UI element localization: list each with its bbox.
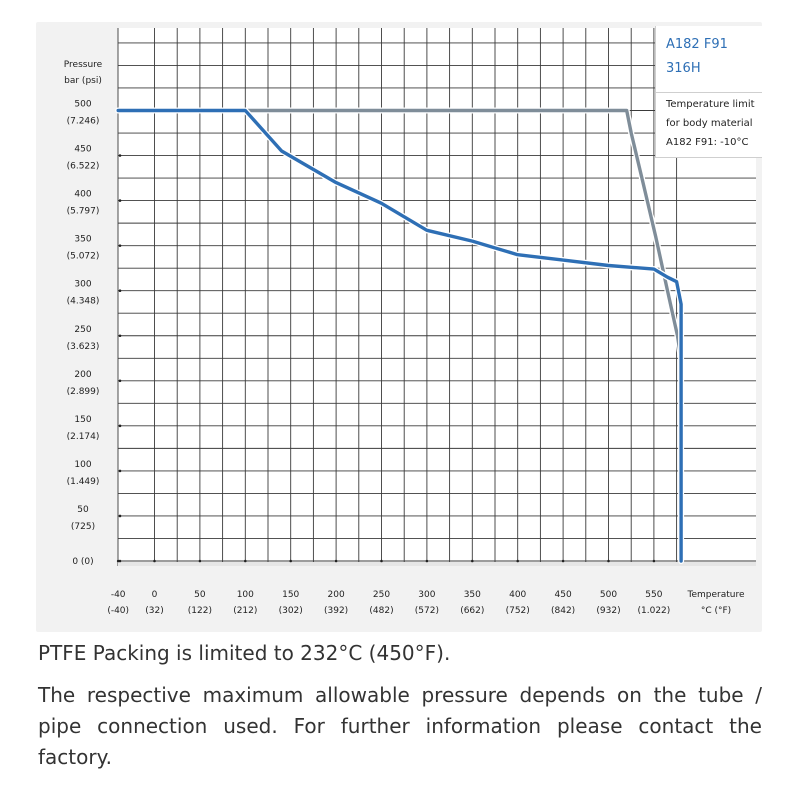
- series-line-316h: [116, 108, 683, 563]
- pressure-temperature-chart: 500(7.246)450(6.522)400(5.797)350(5.072)…: [64, 28, 756, 616]
- x-tick-mark: [471, 559, 474, 563]
- series-legend: A182 F91 316H: [655, 26, 762, 93]
- x-tick-label-f: (842): [551, 606, 575, 616]
- x-tick-label-f: (932): [596, 606, 620, 616]
- x-tick-mark: [153, 559, 156, 563]
- temperature-limit-note: Temperature limit for body material A182…: [655, 93, 762, 158]
- x-tick-mark: [289, 559, 292, 563]
- x-tick-mark: [198, 559, 202, 563]
- y-tick-mark: [118, 514, 122, 518]
- x-tick-label-f: (32): [145, 606, 163, 616]
- y-tick-label: 150: [74, 415, 91, 425]
- y-tick-label: 350: [74, 235, 91, 245]
- y-axis-title: Pressure: [64, 60, 103, 70]
- y-tick-label: 200: [74, 370, 91, 380]
- y-tick-label-psi: (6.522): [67, 162, 100, 172]
- y-tick-label-psi: (5.797): [67, 207, 100, 217]
- x-tick-label: 550: [645, 590, 662, 600]
- x-axis-unit: °C (°F): [701, 606, 731, 616]
- y-tick-label-psi: (2.899): [67, 387, 100, 397]
- plot-area: [118, 28, 756, 566]
- x-tick-label: 0: [152, 590, 158, 600]
- x-tick-mark: [244, 559, 247, 563]
- x-tick-label: 250: [373, 590, 390, 600]
- x-tick-label: 50: [194, 590, 206, 600]
- y-tick-mark: [118, 334, 122, 338]
- plot-bottom-band: [118, 562, 756, 566]
- y-axis-unit: bar (psi): [64, 76, 102, 86]
- x-tick-label-f: (1.022): [638, 606, 671, 616]
- x-tick-label-f: (572): [415, 606, 439, 616]
- pressure-info-note: The respective maximum allowable pressur…: [38, 683, 762, 769]
- y-tick-label-psi: (1.449): [67, 477, 100, 487]
- x-tick-label: 400: [509, 590, 526, 600]
- y-tick-mark: [118, 154, 122, 157]
- x-tick-label-f: (392): [324, 606, 348, 616]
- y-tick-label: 250: [74, 325, 91, 335]
- note-line-1: Temperature limit: [666, 99, 755, 110]
- x-tick-mark: [652, 559, 656, 563]
- y-tick-label: 0 (0): [72, 557, 93, 567]
- ptfe-packing-note: PTFE Packing is limited to 232°C (450°F)…: [38, 641, 451, 665]
- legend-label-316h: 316H: [666, 61, 701, 76]
- x-tick-label-f: (482): [369, 606, 393, 616]
- x-tick-label: 200: [328, 590, 345, 600]
- y-tick-label-psi: (7.246): [67, 117, 100, 127]
- x-tick-label: 350: [464, 590, 481, 600]
- x-tick-label-f: (122): [188, 606, 212, 616]
- x-tick-label-f: (-40): [107, 606, 129, 616]
- x-tick-mark: [425, 559, 429, 563]
- y-tick-label: 500: [74, 100, 91, 110]
- y-tick-mark: [118, 199, 122, 202]
- chart-panel: 500 (7.246) 450 (6.522) 400 (5.797) 350 (5.072)…: [36, 22, 762, 632]
- y-tick-label-psi: (5.072): [67, 252, 100, 262]
- y-tick-mark: [118, 559, 122, 563]
- x-tick-mark: [561, 559, 565, 563]
- x-tick-label: 100: [237, 590, 254, 600]
- y-tick-label: 100: [74, 460, 91, 470]
- x-tick-label-f: (752): [506, 606, 530, 616]
- y-tick-mark: [118, 379, 122, 383]
- note-line-2: for body material: [666, 118, 753, 129]
- y-tick-label-psi: (2.174): [67, 432, 100, 442]
- x-tick-label-f: (662): [460, 606, 484, 616]
- x-tick-mark: [334, 559, 338, 563]
- x-axis-title: Temperature: [686, 590, 744, 600]
- series-line-a182-f91: [143, 108, 682, 356]
- y-tick-mark: [118, 289, 122, 293]
- legend-label-a182-f91: A182 F91: [666, 37, 728, 52]
- y-tick-label-psi: (725): [71, 522, 95, 532]
- y-tick-label: 50: [77, 505, 89, 515]
- x-tick-label-f: (212): [233, 606, 257, 616]
- x-tick-mark: [116, 559, 120, 563]
- x-tick-mark: [380, 559, 383, 563]
- y-tick-mark: [118, 424, 122, 428]
- grid-lines: [117, 28, 756, 566]
- x-tick-mark: [516, 559, 519, 563]
- y-tick-label: 450: [74, 145, 91, 155]
- x-tick-label: 150: [282, 590, 299, 600]
- y-tick-mark: [118, 244, 122, 247]
- y-tick-mark: [118, 469, 122, 473]
- y-tick-label-psi: (3.623): [67, 342, 100, 352]
- x-tick-mark: [607, 559, 610, 563]
- x-tick-label-f: (302): [279, 606, 303, 616]
- y-tick-label-psi: (4.348): [67, 297, 100, 307]
- x-tick-label: 300: [418, 590, 435, 600]
- x-tick-label: 450: [555, 590, 572, 600]
- y-tick-label: 400: [74, 190, 91, 200]
- x-tick-label: 500: [600, 590, 617, 600]
- y-tick-label: 300: [74, 280, 91, 290]
- x-tick-label: -40: [111, 590, 126, 600]
- note-line-3: A182 F91: -10°C: [666, 137, 749, 148]
